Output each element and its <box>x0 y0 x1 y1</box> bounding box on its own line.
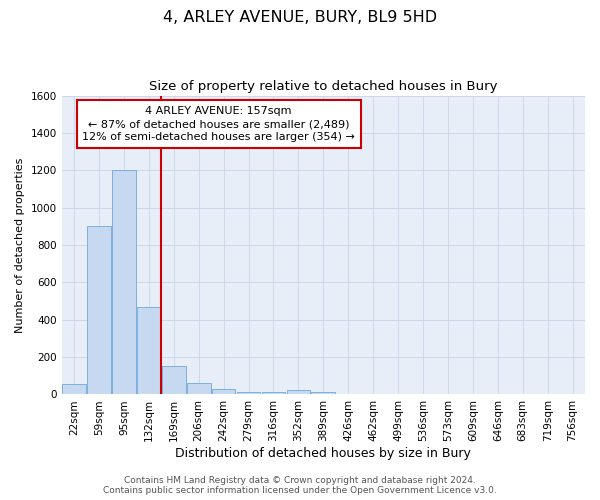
Bar <box>311 392 335 394</box>
Bar <box>287 390 310 394</box>
Bar <box>162 366 185 394</box>
Title: Size of property relative to detached houses in Bury: Size of property relative to detached ho… <box>149 80 497 93</box>
Text: 4 ARLEY AVENUE: 157sqm
← 87% of detached houses are smaller (2,489)
12% of semi-: 4 ARLEY AVENUE: 157sqm ← 87% of detached… <box>82 106 355 142</box>
X-axis label: Distribution of detached houses by size in Bury: Distribution of detached houses by size … <box>175 447 471 460</box>
Bar <box>262 392 286 394</box>
Bar <box>187 383 211 394</box>
Y-axis label: Number of detached properties: Number of detached properties <box>15 158 25 332</box>
Bar <box>112 170 136 394</box>
Bar <box>237 392 260 394</box>
Text: Contains HM Land Registry data © Crown copyright and database right 2024.
Contai: Contains HM Land Registry data © Crown c… <box>103 476 497 495</box>
Text: 4, ARLEY AVENUE, BURY, BL9 5HD: 4, ARLEY AVENUE, BURY, BL9 5HD <box>163 10 437 25</box>
Bar <box>87 226 111 394</box>
Bar <box>212 389 235 394</box>
Bar <box>137 306 161 394</box>
Bar <box>62 384 86 394</box>
